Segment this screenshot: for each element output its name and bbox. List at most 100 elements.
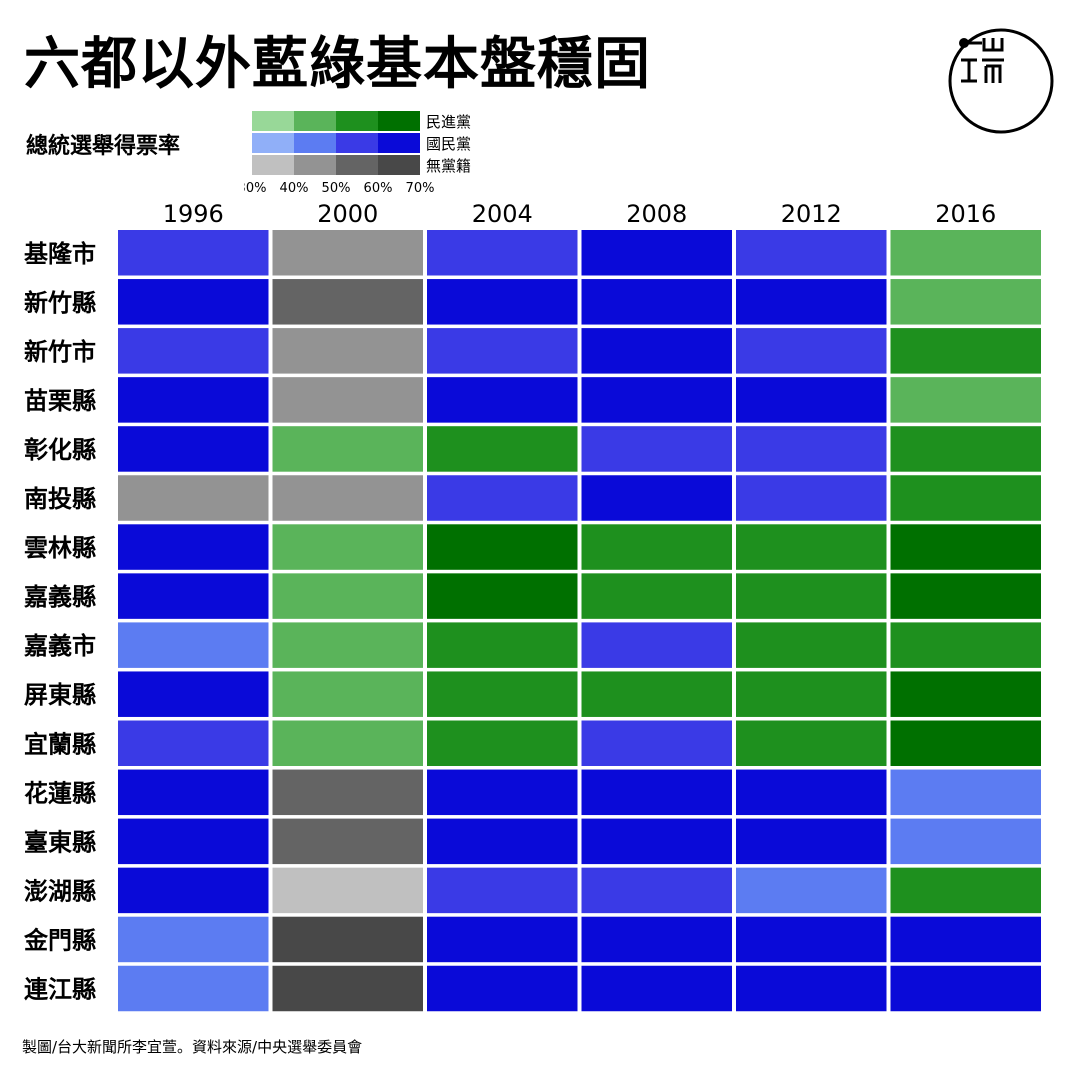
heatmap-cell [890, 769, 1041, 816]
heatmap-cell [581, 377, 732, 423]
heatmap-cell [890, 671, 1041, 717]
heatmap-cell [890, 230, 1041, 276]
legend-bin-label: 50% [322, 181, 351, 196]
heatmap-cell [736, 573, 887, 619]
heatmap-cell [427, 475, 578, 521]
heatmap-cell [272, 377, 423, 423]
heatmap-cell [272, 475, 423, 521]
heatmap-cell [427, 426, 578, 472]
heatmap-cell [581, 573, 732, 619]
heatmap-cell [427, 916, 578, 963]
heatmap-cell [118, 573, 269, 619]
heatmap-cell [272, 720, 423, 766]
y-tick-label: 嘉義縣 [24, 583, 96, 611]
page-title: 六都以外藍綠基本盤穩固 [24, 32, 651, 97]
heatmap-cell [890, 524, 1041, 570]
heatmap-cell [427, 328, 578, 374]
legend-swatch [252, 133, 294, 153]
heatmap-cell [890, 573, 1041, 619]
heatmap-cell [427, 230, 578, 276]
heatmap-chart: 1996 2000 2004 2008 2012 2016 基隆市新竹縣新竹市苗栗縣彰化縣南… [23, 200, 1041, 1012]
heatmap-cell [118, 720, 269, 766]
x-tick-label: 2016 [935, 200, 996, 228]
heatmap-cell [890, 867, 1041, 914]
heatmap-cell [272, 965, 423, 1012]
heatmap-cell [890, 328, 1041, 374]
heatmap-cell [427, 279, 578, 325]
heatmap-cell [890, 279, 1041, 325]
legend-party-label: 國民黨 [426, 135, 471, 153]
heatmap-cell [427, 965, 578, 1012]
heatmap-cell [272, 426, 423, 472]
heatmap-cell [427, 720, 578, 766]
heatmap-cell [581, 328, 732, 374]
heatmap-cell [118, 622, 269, 668]
x-tick-label: 2012 [781, 200, 842, 228]
heatmap-cell [736, 328, 887, 374]
heatmap-cell [272, 573, 423, 619]
heatmap-cell [890, 475, 1041, 521]
heatmap-cell [581, 671, 732, 717]
legend-swatch [252, 111, 294, 131]
heatmap-cell [736, 720, 887, 766]
heatmap-cell [736, 230, 887, 276]
heatmap-cell [581, 475, 732, 521]
legend-swatch [252, 155, 294, 175]
heatmap-cell [736, 475, 887, 521]
heatmap-cell [427, 524, 578, 570]
heatmap-cell [581, 965, 732, 1012]
legend-party-label: 民進黨 [426, 113, 471, 131]
heatmap-cell [272, 328, 423, 374]
y-tick-label: 金門縣 [23, 926, 96, 954]
legend-swatch [336, 155, 378, 175]
legend-bin-label: 70% [406, 181, 435, 196]
heatmap-cell [427, 818, 578, 865]
y-tick-label: 彰化縣 [24, 436, 96, 464]
heatmap-cell [272, 230, 423, 276]
heatmap-cell [272, 867, 423, 914]
heatmap-cell [118, 524, 269, 570]
legend-swatch [294, 155, 336, 175]
heatmap-cell [118, 769, 269, 816]
legend-bin-label: 40% [280, 181, 309, 196]
heatmap-cell [118, 671, 269, 717]
heatmap-cell [118, 475, 269, 521]
y-tick-label: 苗栗縣 [24, 387, 96, 415]
heatmap-cell [118, 230, 269, 276]
x-tick-label: 2008 [626, 200, 687, 228]
heatmap-cell [736, 867, 887, 914]
heatmap-cell [581, 867, 732, 914]
heatmap-cell [272, 279, 423, 325]
y-tick-label: 雲林縣 [24, 534, 96, 562]
y-tick-label: 新竹市 [24, 338, 96, 366]
heatmap-cell [581, 524, 732, 570]
y-tick-label: 新竹縣 [24, 289, 96, 317]
heatmap-cell [581, 720, 732, 766]
heatmap-cell [736, 279, 887, 325]
footer-credit: 製圖/台大新聞所李宜萱。資料來源/中央選舉委員會 [22, 1038, 363, 1056]
y-tick-label: 澎湖縣 [24, 877, 96, 905]
legend-swatch [294, 133, 336, 153]
heatmap-cell [890, 818, 1041, 865]
heatmap-cell [118, 818, 269, 865]
heatmap-cell [736, 622, 887, 668]
legend-swatch [294, 111, 336, 131]
x-tick-label: 2004 [472, 200, 533, 228]
y-tick-label: 嘉義市 [24, 632, 96, 660]
heatmap-cell [272, 622, 423, 668]
heatmap-cell [118, 426, 269, 472]
heatmap-cell [581, 230, 732, 276]
y-tick-label: 花蓮縣 [24, 779, 96, 807]
heatmap-cell [736, 965, 887, 1012]
legend-swatch [378, 111, 420, 131]
heatmap-cell [890, 377, 1041, 423]
heatmap-cell [736, 671, 887, 717]
heatmap-cell [118, 965, 269, 1012]
heatmap-cell [890, 916, 1041, 963]
heatmap-cell [118, 916, 269, 963]
heatmap-cell [581, 426, 732, 472]
legend-swatch [336, 133, 378, 153]
heatmap-cell [272, 818, 423, 865]
legend-swatch [336, 111, 378, 131]
